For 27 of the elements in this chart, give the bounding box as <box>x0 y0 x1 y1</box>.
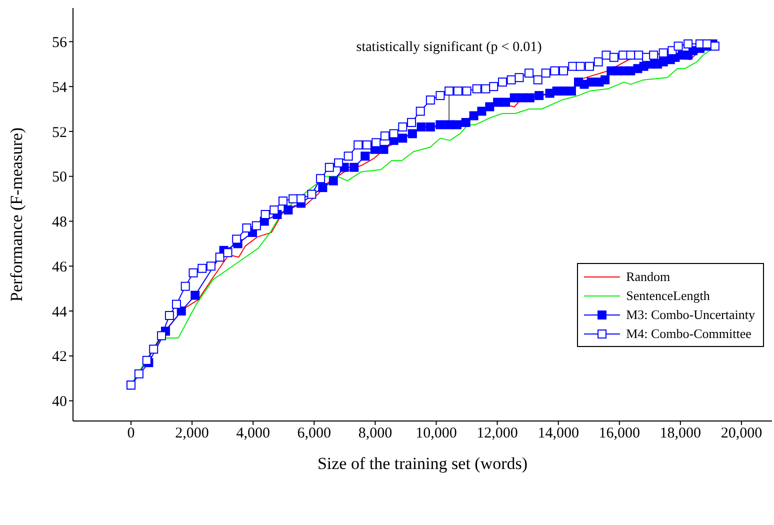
x-tick-label: 8,000 <box>358 426 392 442</box>
y-axis-title: Performance (F-measure) <box>7 127 26 302</box>
x-tick-label: 4,000 <box>236 426 270 442</box>
x-tick-label: 0 <box>127 426 135 442</box>
x-tick-label: 16,000 <box>598 426 640 442</box>
legend-label: M3: Combo-Uncertainty <box>626 306 755 322</box>
y-tick-label: 40 <box>52 394 67 410</box>
y-tick-label: 50 <box>52 170 67 186</box>
x-tick-label: 20,000 <box>720 426 762 442</box>
x-tick-label: 14,000 <box>538 426 579 442</box>
x-tick-label: 12,000 <box>476 426 518 442</box>
y-tick-label: 54 <box>52 80 68 96</box>
y-tick-label: 56 <box>52 34 68 51</box>
legend-label: Random <box>626 268 670 284</box>
x-tick-label: 18,000 <box>660 426 702 442</box>
y-tick-label: 42 <box>52 349 67 366</box>
y-tick-label: 52 <box>52 124 67 141</box>
x-tick-label: 2,000 <box>175 426 209 442</box>
y-tick-label: 46 <box>52 259 68 276</box>
x-axis-title: Size of the training set (words) <box>317 454 528 473</box>
x-tick-label: 6,000 <box>297 426 332 442</box>
y-tick-label: 48 <box>52 214 67 231</box>
legend-label: SentenceLength <box>626 288 710 304</box>
y-tick-label: 44 <box>52 304 68 320</box>
x-tick-label: 10,000 <box>416 426 457 442</box>
legend-label: M4: Combo-Committee <box>626 326 752 342</box>
annotation: statistically significant (p < 0.01) <box>356 40 542 55</box>
